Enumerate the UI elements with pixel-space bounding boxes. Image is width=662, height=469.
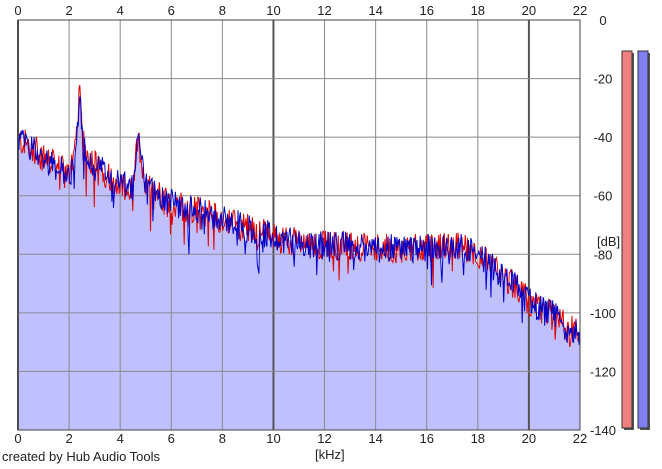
- y-tick--80: -80: [594, 247, 613, 262]
- y-tick--120: -120: [590, 364, 616, 379]
- x-tick-bottom-2: 2: [65, 431, 72, 446]
- y-tick--100: -100: [590, 306, 616, 321]
- x-tick-bottom-16: 16: [419, 431, 433, 446]
- y-tick--140: -140: [590, 423, 616, 438]
- y-tick--20: -20: [594, 72, 613, 87]
- x-tick-top-2: 2: [65, 3, 72, 18]
- x-tick-bottom-20: 20: [522, 431, 536, 446]
- plot-frame: [17, 19, 581, 431]
- spectrum-area-fill: [18, 96, 580, 430]
- blue-channel-line: [17, 96, 581, 345]
- x-tick-bottom-10: 10: [266, 431, 280, 446]
- level-meter-bar: [637, 50, 649, 429]
- x-tick-top-18: 18: [471, 3, 485, 18]
- y-tick--40: -40: [594, 130, 613, 145]
- level-meters: [621, 50, 650, 430]
- x-tick-top-22: 22: [573, 3, 587, 18]
- x-tick-bottom-14: 14: [368, 431, 382, 446]
- y-tick--60: -60: [594, 189, 613, 204]
- x-tick-bottom-22: 22: [573, 431, 587, 446]
- x-tick-top-4: 4: [117, 3, 124, 18]
- x-tick-bottom-18: 18: [471, 431, 485, 446]
- x-tick-labels-bottom: 0 2 4 6 8 10 12 14 16 18 20 22: [14, 431, 587, 446]
- x-axis-unit: [kHz]: [315, 447, 345, 462]
- x-tick-top-8: 8: [219, 3, 226, 18]
- x-tick-top-16: 16: [419, 3, 433, 18]
- y-axis-unit: [dB]: [597, 234, 621, 249]
- x-tick-top-12: 12: [317, 3, 331, 18]
- x-tick-top-0: 0: [14, 3, 21, 18]
- credit-text: created by Hub Audio Tools: [2, 449, 161, 464]
- x-tick-top-6: 6: [168, 3, 175, 18]
- x-tick-top-14: 14: [368, 3, 382, 18]
- x-tick-top-10: 10: [266, 3, 280, 18]
- x-tick-bottom-4: 4: [117, 431, 124, 446]
- x-tick-bottom-6: 6: [168, 431, 175, 446]
- y-tick-0: 0: [599, 13, 606, 28]
- x-tick-labels-top: 0 2 4 6 8 10 12 14 16 18 20 22: [14, 3, 587, 18]
- x-tick-bottom-0: 0: [14, 431, 21, 446]
- x-tick-bottom-8: 8: [219, 431, 226, 446]
- level-meter-bar: [621, 50, 633, 429]
- x-tick-top-20: 20: [522, 3, 536, 18]
- y-tick-labels: 0 -20 -40 -60 -80 -100 -120 -140: [590, 13, 616, 438]
- x-tick-bottom-12: 12: [317, 431, 331, 446]
